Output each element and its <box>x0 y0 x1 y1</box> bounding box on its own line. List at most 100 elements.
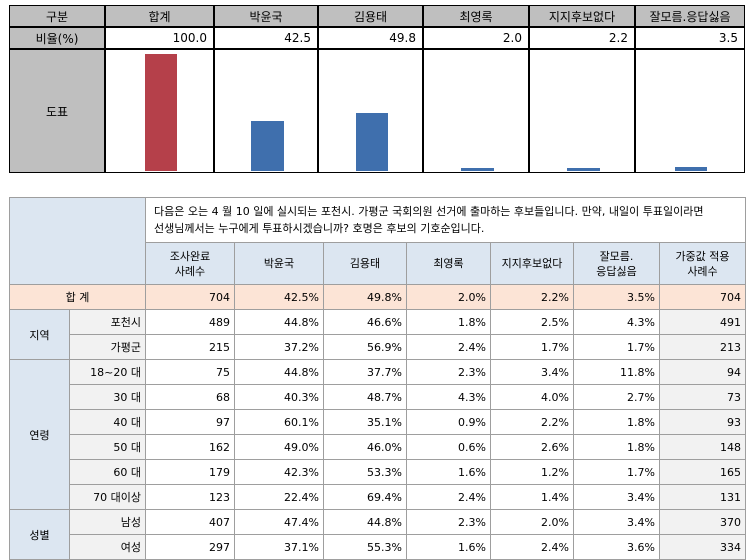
cell-c2: 44.8% <box>323 509 407 535</box>
summary-value-0: 100.0 <box>105 27 214 49</box>
cell-c5: 2.7% <box>573 384 660 410</box>
cell-c5: 1.8% <box>573 409 660 435</box>
total-row: 합 계 704 42.5% 49.8% 2.0% 2.2% 3.5% 704 <box>9 284 746 310</box>
cell-n: 215 <box>145 334 235 360</box>
question-text: 다음은 오는 4 월 10 일에 실시되는 포천시. 가평군 국회의원 선거에 … <box>145 197 746 243</box>
cell-c3: 2.3% <box>406 509 491 535</box>
cell-c2: 69.4% <box>323 484 407 510</box>
cell-w: 94 <box>659 359 746 385</box>
group-label: 연령 <box>9 359 70 510</box>
summary-chart: 구분 합계 박윤국 김용태 최영록 지지후보없다 잘모름.응답싫음 비율(%) 100.0… <box>9 5 745 173</box>
cell-c1: 37.1% <box>234 534 324 560</box>
cell-c3: 1.8% <box>406 309 491 335</box>
row-label: 여성 <box>69 534 146 560</box>
summary-col-1: 박윤국 <box>214 5 318 27</box>
cell-c1: 37.2% <box>234 334 324 360</box>
crosstab: 다음은 오는 4 월 10 일에 실시되는 포천시. 가평군 국회의원 선거에 … <box>9 197 746 560</box>
header-candidate-2: 김용태 <box>323 242 407 285</box>
total-c3: 2.0% <box>406 284 491 310</box>
cell-c1: 44.8% <box>234 359 324 385</box>
cell-w: 148 <box>659 434 746 460</box>
summary-bar-cell-0 <box>105 49 214 173</box>
summary-value-3: 2.0 <box>423 27 529 49</box>
question-line-1: 다음은 오는 4 월 10 일에 실시되는 포천시. 가평군 국회의원 선거에 … <box>154 205 704 218</box>
bar-5 <box>675 167 707 171</box>
cell-c2: 46.0% <box>323 434 407 460</box>
row-label: 포천시 <box>69 309 146 335</box>
row-label: 70 대이상 <box>69 484 146 510</box>
summary-col-5: 잘모름.응답싫음 <box>635 5 745 27</box>
cell-c2: 56.9% <box>323 334 407 360</box>
summary-bar-cell-5 <box>635 49 745 173</box>
total-n: 704 <box>145 284 235 310</box>
group-label: 성별 <box>9 509 70 560</box>
cell-c3: 0.6% <box>406 434 491 460</box>
group-label: 지역 <box>9 309 70 360</box>
cell-c4: 2.2% <box>490 409 574 435</box>
cell-c2: 48.7% <box>323 384 407 410</box>
cell-n: 489 <box>145 309 235 335</box>
bar-3 <box>461 168 494 171</box>
summary-value-2: 49.8 <box>318 27 423 49</box>
cell-c5: 3.6% <box>573 534 660 560</box>
table-row: 연령 18~20 대 75 44.8% 37.7% 2.3% 3.4% 11.8% 94 <box>9 359 746 510</box>
cell-c3: 2.4% <box>406 484 491 510</box>
row-label: 가평군 <box>69 334 146 360</box>
cell-c1: 42.3% <box>234 459 324 485</box>
cell-c2: 46.6% <box>323 309 407 335</box>
cell-c4: 1.7% <box>490 334 574 360</box>
cell-c4: 4.0% <box>490 384 574 410</box>
cell-c2: 55.3% <box>323 534 407 560</box>
cell-c1: 60.1% <box>234 409 324 435</box>
cell-w: 370 <box>659 509 746 535</box>
summary-col-4: 지지후보없다 <box>529 5 635 27</box>
header-candidate-3: 최영록 <box>406 242 491 285</box>
cell-c1: 22.4% <box>234 484 324 510</box>
table-row: 여성 297 37.1% 55.3% 1.6% 2.4% 3.6% 334 <box>10 534 746 560</box>
total-weighted: 704 <box>659 284 746 310</box>
cell-n: 179 <box>145 459 235 485</box>
cell-c2: 35.1% <box>323 409 407 435</box>
summary-bar-cell-2 <box>318 49 423 173</box>
summary-bar-cell-4 <box>529 49 635 173</box>
summary-bar-cell-1 <box>214 49 318 173</box>
cell-c5: 1.7% <box>573 459 660 485</box>
cell-w: 165 <box>659 459 746 485</box>
cell-c2: 53.3% <box>323 459 407 485</box>
row-label: 50 대 <box>69 434 146 460</box>
summary-col-0: 합계 <box>105 5 214 27</box>
bar-1 <box>251 121 284 171</box>
cell-c5: 4.3% <box>573 309 660 335</box>
total-label: 합 계 <box>9 284 146 310</box>
cell-c1: 47.4% <box>234 509 324 535</box>
row-label: 60 대 <box>69 459 146 485</box>
cell-c3: 2.3% <box>406 359 491 385</box>
summary-value-1: 42.5 <box>214 27 318 49</box>
row-label: 40 대 <box>69 409 146 435</box>
cell-c3: 4.3% <box>406 384 491 410</box>
cell-n: 162 <box>145 434 235 460</box>
summary-corner-label: 구분 <box>9 5 105 27</box>
cell-c1: 44.8% <box>234 309 324 335</box>
summary-row-label: 비율(%) <box>9 27 105 49</box>
cell-c4: 2.4% <box>490 534 574 560</box>
header-dont-know: 잘모름. 응답싫음 <box>573 242 660 285</box>
cell-c4: 2.0% <box>490 509 574 535</box>
table-row: 가평군 215 37.2% 56.9% 2.4% 1.7% 1.7% 213 <box>10 334 746 360</box>
cell-c3: 1.6% <box>406 534 491 560</box>
cell-n: 297 <box>145 534 235 560</box>
summary-value-5: 3.5 <box>635 27 745 49</box>
cell-w: 131 <box>659 484 746 510</box>
cell-w: 213 <box>659 334 746 360</box>
total-c5: 3.5% <box>573 284 660 310</box>
cell-c5: 3.4% <box>573 509 660 535</box>
cell-c4: 1.2% <box>490 459 574 485</box>
cell-c5: 1.8% <box>573 434 660 460</box>
cell-n: 68 <box>145 384 235 410</box>
cell-c5: 1.7% <box>573 334 660 360</box>
row-label: 18~20 대 <box>69 359 146 385</box>
cell-c4: 1.4% <box>490 484 574 510</box>
cell-c5: 11.8% <box>573 359 660 385</box>
cell-c4: 2.6% <box>490 434 574 460</box>
header-sample: 조사완료 사례수 <box>145 242 235 285</box>
